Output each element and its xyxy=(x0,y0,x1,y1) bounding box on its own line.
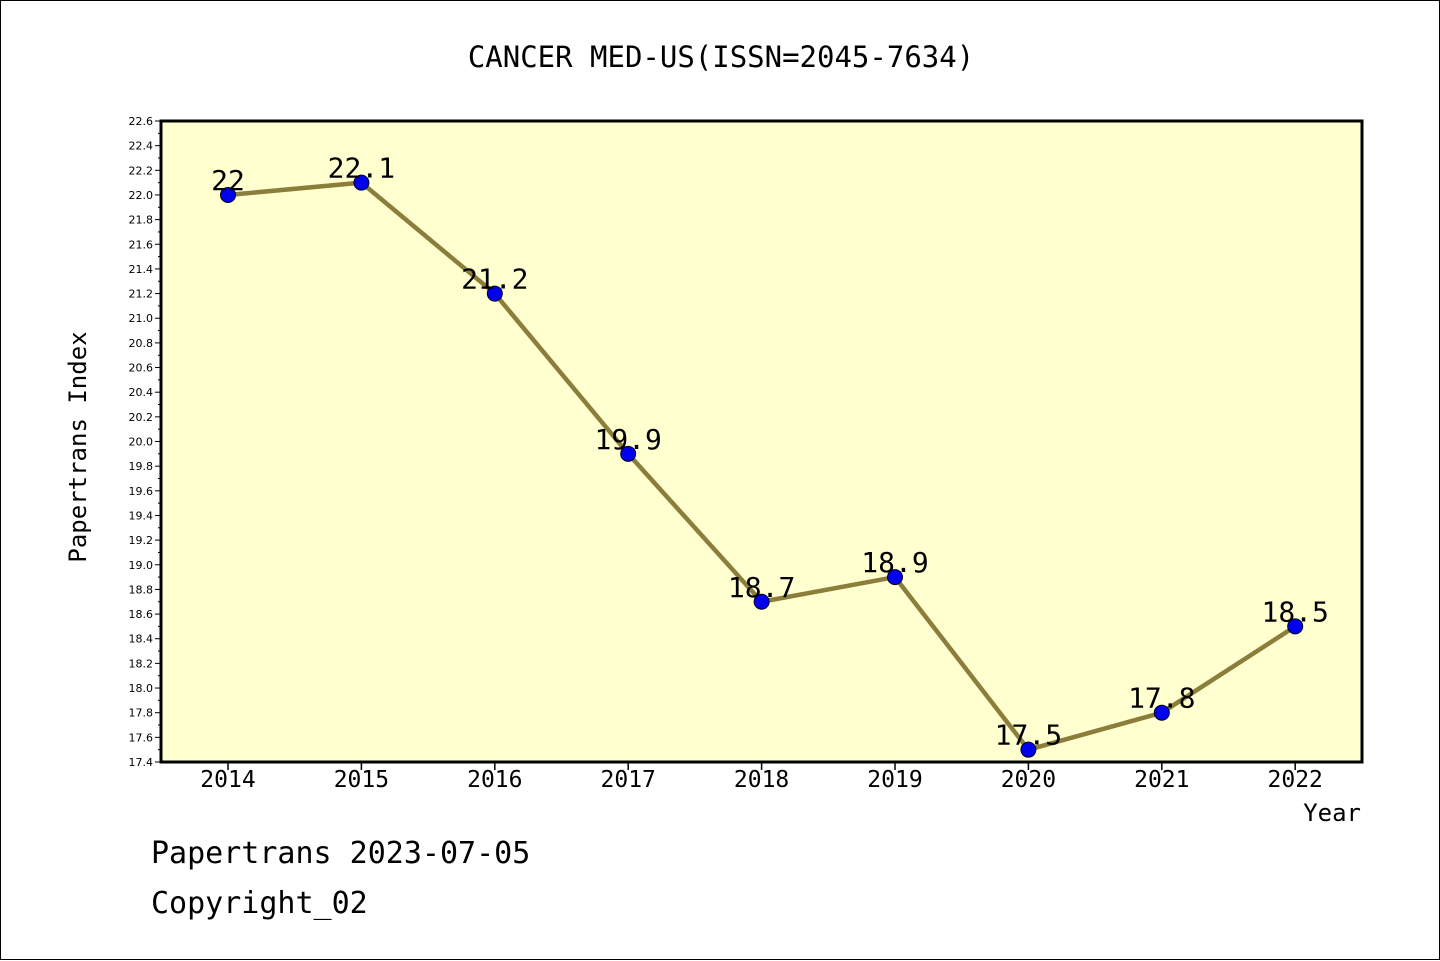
x-tick-label: 2018 xyxy=(734,767,789,793)
data-point xyxy=(1153,704,1170,721)
data-label: 22.1 xyxy=(328,152,395,185)
y-tick-label: 18.2 xyxy=(129,657,154,670)
y-tick-label: 22.4 xyxy=(129,140,154,153)
y-axis: 17.4 17.6 17.8 18.0 18.2 18.4 18.6 18.8 19.0 19.2… xyxy=(129,115,161,769)
data-label: 18.5 xyxy=(1261,595,1328,628)
y-tick-label: 17.8 xyxy=(129,707,154,720)
y-tick-label: 18.0 xyxy=(129,682,154,695)
data-point xyxy=(887,569,903,586)
y-tick-label: 17.4 xyxy=(129,756,154,769)
y-tick-label: 22.0 xyxy=(129,189,154,202)
y-tick-label: 22.2 xyxy=(129,164,154,177)
y-tick-label: 18.6 xyxy=(129,608,154,621)
y-tick-label: 20.8 xyxy=(129,337,154,350)
data-label: 21.2 xyxy=(461,263,528,296)
data-label: 18.7 xyxy=(728,571,795,604)
data-point xyxy=(220,186,236,203)
x-tick-label: 2019 xyxy=(867,767,922,793)
footer-copyright: Copyright_02 xyxy=(151,886,368,921)
plot-area xyxy=(159,119,1364,764)
y-tick-label: 21.6 xyxy=(129,238,154,251)
y-axis-label: Papertrans Index xyxy=(64,331,92,562)
x-axis-label: Year xyxy=(1303,799,1361,827)
y-tick-label: 18.8 xyxy=(129,583,154,596)
y-tick-label: 19.2 xyxy=(129,534,154,547)
y-tick-label: 20.2 xyxy=(129,411,154,424)
data-label: 19.9 xyxy=(594,423,661,456)
y-tick-label: 22.6 xyxy=(129,115,154,128)
chart-title: CANCER MED-US(ISSN=2045-7634) xyxy=(468,40,974,74)
x-tick-label: 2022 xyxy=(1268,767,1323,793)
data-label: 18.9 xyxy=(861,546,928,579)
y-tick-label: 19.8 xyxy=(129,460,154,473)
series-layer: 22 22.1 21.2 19.9 18.7 18.9 17.5 17.8 18.5 xyxy=(211,152,1329,758)
y-tick-label: 19.0 xyxy=(129,559,154,572)
data-point xyxy=(1287,618,1304,635)
data-label: 17.8 xyxy=(1128,682,1195,715)
x-axis: 2014 2015 2016 2017 2018 2019 2020 2021 2022 xyxy=(200,762,1323,793)
y-tick-label: 21.0 xyxy=(129,312,154,325)
x-tick-label: 2014 xyxy=(200,767,255,793)
x-tick-label: 2021 xyxy=(1134,767,1189,793)
y-tick-label: 20.0 xyxy=(129,436,154,449)
y-tick-label: 20.4 xyxy=(129,386,154,399)
x-tick-label: 2016 xyxy=(467,767,522,793)
footer-date: Papertrans 2023-07-05 xyxy=(151,836,531,871)
data-label: 22 xyxy=(211,164,245,197)
data-point xyxy=(753,593,770,610)
y-tick-label: 18.4 xyxy=(129,633,154,646)
x-tick-label: 2017 xyxy=(601,767,656,793)
data-point xyxy=(1020,741,1037,758)
x-tick-label: 2020 xyxy=(1001,767,1056,793)
x-tick-label: 2015 xyxy=(334,767,389,793)
data-point xyxy=(620,445,637,462)
y-tick-label: 21.4 xyxy=(129,263,154,276)
y-tick-label: 19.6 xyxy=(129,485,154,498)
y-tick-label: 21.8 xyxy=(129,214,154,227)
data-label: 17.5 xyxy=(995,719,1062,752)
data-point xyxy=(486,285,503,302)
y-tick-label: 20.6 xyxy=(129,362,154,375)
data-point xyxy=(353,174,370,191)
y-tick-label: 17.6 xyxy=(129,731,154,744)
y-tick-label: 19.4 xyxy=(129,509,154,522)
y-tick-label: 21.2 xyxy=(129,288,154,301)
